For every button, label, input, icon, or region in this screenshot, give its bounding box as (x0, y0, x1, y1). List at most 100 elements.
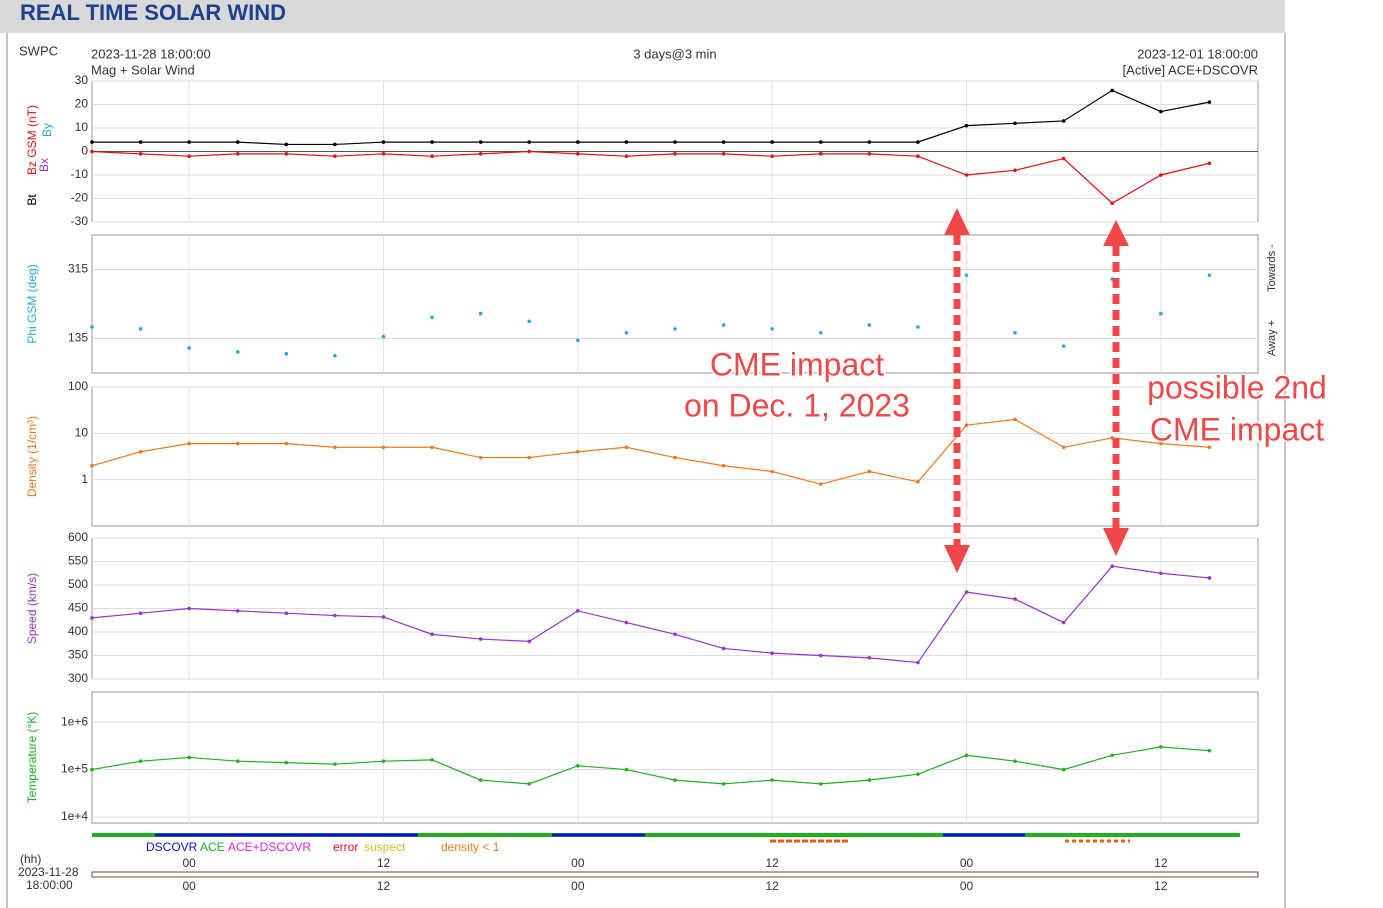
data-point (381, 615, 386, 619)
data-point (1061, 767, 1066, 772)
y-tick-label: 450 (68, 601, 88, 615)
data-point (235, 152, 240, 156)
data-point (187, 154, 191, 158)
timeline-bar (91, 871, 1259, 878)
data-point (1207, 100, 1212, 104)
legend-entry: ACE+DSCOVR (228, 840, 311, 854)
side-label: Towards - (1266, 244, 1278, 292)
data-point (284, 760, 289, 765)
x-tick-label: 00 (182, 879, 196, 893)
data-point (673, 778, 677, 782)
x-tick-label: 12 (765, 879, 779, 893)
arrow-head (944, 208, 970, 235)
legend-entry: error (333, 840, 358, 854)
data-point (381, 140, 386, 144)
plot-frame (91, 234, 1259, 374)
data-point (333, 613, 337, 618)
data-point (284, 352, 289, 356)
data-point (721, 323, 726, 327)
header-bar (0, 0, 1285, 33)
data-point (721, 646, 726, 651)
source: SWPC (19, 43, 58, 58)
y-tick-label: 1 (81, 472, 88, 486)
data-point (1061, 445, 1066, 450)
data-point (138, 449, 143, 454)
data-point (721, 782, 726, 786)
x-tick-label: 12 (765, 856, 779, 870)
y-tick-label: 10 (75, 120, 89, 134)
data-point (235, 140, 240, 144)
data-point (1159, 109, 1163, 114)
data-point (381, 152, 386, 156)
y-tick-label: -10 (71, 167, 89, 181)
data-point (673, 140, 677, 144)
y-tick-label: 350 (68, 648, 88, 662)
data-point (478, 637, 483, 641)
data-point (964, 423, 969, 427)
y-tick-label: 1e+4 (61, 809, 88, 823)
y-tick-label: 315 (68, 262, 88, 276)
data-point (1207, 445, 1212, 450)
timeline-date: 2023-11-28 (18, 865, 79, 879)
product: Mag + Solar Wind (91, 62, 195, 77)
data-point (721, 463, 726, 468)
data-point (527, 455, 532, 460)
data-point (818, 330, 823, 335)
data-point (818, 782, 823, 786)
data-point (867, 778, 872, 782)
data-point (138, 759, 143, 764)
annotation: possible 2nd (1147, 369, 1327, 405)
y-tick-label: 30 (75, 73, 89, 87)
data-point (235, 759, 240, 764)
data-point (576, 140, 580, 144)
data-point (1207, 748, 1212, 753)
page-title: REAL TIME SOLAR WIND (20, 0, 286, 25)
data-point (770, 154, 774, 158)
data-point (867, 323, 872, 327)
y-tick-label: 0 (81, 144, 88, 158)
series-line (91, 150, 1210, 204)
series-line (91, 746, 1210, 785)
data-point (138, 140, 143, 144)
x-tick-label: 00 (571, 879, 585, 893)
data-point (284, 142, 289, 147)
data-point (624, 154, 629, 158)
data-point (576, 338, 580, 343)
y-axis-label: Phi GSM (deg) (25, 264, 39, 343)
data-point (1207, 273, 1212, 278)
data-point (478, 455, 483, 460)
data-point (624, 767, 629, 772)
legend-entry: density < 1 (441, 840, 500, 854)
data-point (916, 325, 920, 329)
data-point (1110, 201, 1115, 205)
data-point (1061, 620, 1066, 625)
data-point (333, 353, 337, 358)
annotation: on Dec. 1, 2023 (684, 387, 910, 423)
data-point (1013, 597, 1017, 601)
data-point (235, 350, 240, 354)
data-point (430, 632, 434, 637)
data-point (673, 455, 677, 460)
data-point (187, 606, 191, 611)
data-point (381, 334, 386, 339)
data-point (90, 325, 94, 329)
data-point (1013, 330, 1017, 335)
data-point (770, 651, 774, 655)
x-tick-label: 00 (182, 856, 196, 870)
y-axis-label: Speed (km/s) (25, 573, 39, 644)
series-line (92, 89, 1210, 146)
data-point (430, 758, 434, 762)
data-point (916, 660, 920, 665)
status: [Active] ACE+DSCOVR (1123, 62, 1258, 77)
data-point (576, 449, 580, 454)
data-point (1159, 311, 1163, 316)
legend-entry: suspect (364, 840, 406, 854)
data-point (430, 154, 434, 158)
data-point (576, 152, 580, 156)
data-point (867, 152, 872, 156)
data-point (916, 154, 920, 158)
x-tick-label: 00 (571, 856, 585, 870)
timeline-time: 18:00:00 (26, 878, 73, 892)
arrow-head (944, 545, 970, 573)
